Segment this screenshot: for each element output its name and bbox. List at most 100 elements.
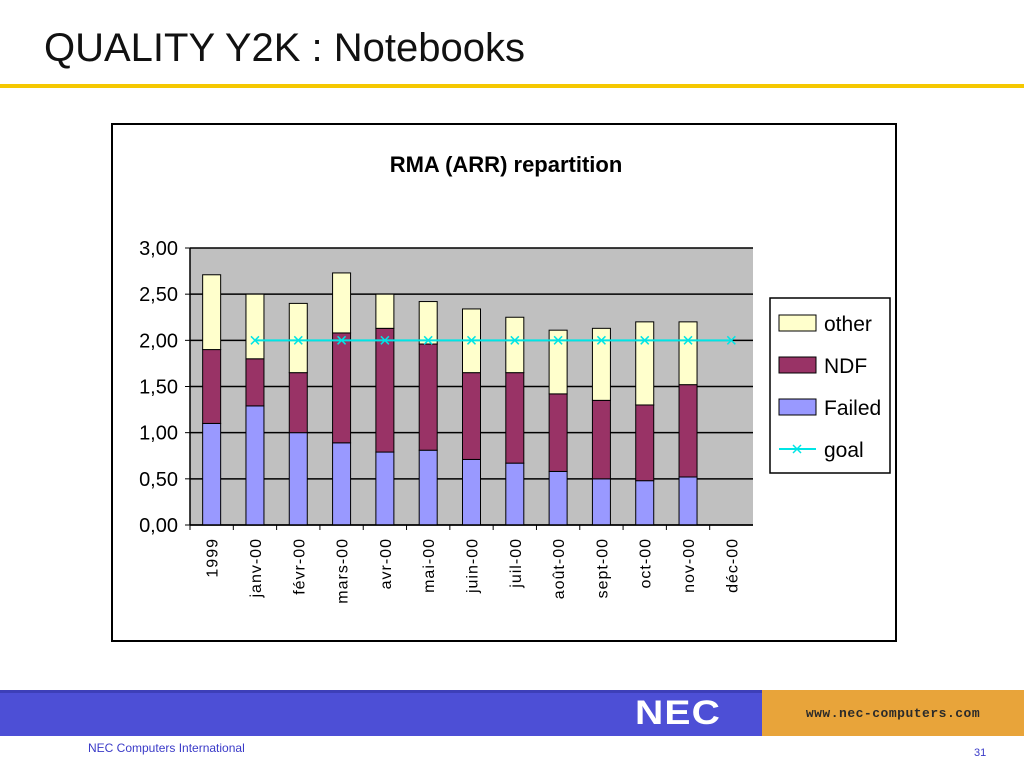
bar-failed xyxy=(678,476,698,526)
x-tick-label: sept-00 xyxy=(594,538,611,598)
goal-point xyxy=(293,335,303,345)
goal-point xyxy=(553,335,563,345)
legend-swatch-marker xyxy=(792,444,802,454)
goal-marker-stroke xyxy=(596,335,606,345)
goal-point xyxy=(640,335,650,345)
bar-other xyxy=(418,301,438,345)
bar-failed xyxy=(288,432,308,526)
x-tick-label: 1999 xyxy=(205,538,222,578)
bar-failed xyxy=(548,470,568,526)
bar-failed xyxy=(375,451,395,526)
x-tick-label: janv-00 xyxy=(248,538,265,598)
bar-other xyxy=(245,293,265,360)
bar-ndf xyxy=(332,332,352,444)
bar-failed xyxy=(332,442,352,526)
bar-other xyxy=(591,327,611,401)
x-tick-label: déc-00 xyxy=(724,538,741,593)
bar-ndf xyxy=(245,358,265,407)
goal-marker-stroke xyxy=(640,335,650,345)
x-tick-labels: 1999 janv-00 févr-00 mars-00 avr-00 mai-00 jui… xyxy=(205,538,742,604)
bar-ndf xyxy=(505,372,525,464)
y-tick-label: 1,00 xyxy=(139,423,178,445)
legend-swatch-other xyxy=(778,314,817,332)
goal-marker-stroke xyxy=(553,335,563,345)
bar-ndf xyxy=(591,399,611,480)
url-panel: www.nec-computers.com xyxy=(762,690,1024,736)
goal-point xyxy=(250,335,260,345)
y-tick-label: 3,00 xyxy=(139,238,178,260)
goal-marker-stroke xyxy=(726,335,736,345)
x-tick-label: juin-00 xyxy=(465,538,482,594)
slide-title: QUALITY Y2K : Notebooks xyxy=(44,26,525,70)
x-tick-label: avr-00 xyxy=(378,538,395,589)
goal-point xyxy=(466,335,477,345)
bar-other xyxy=(505,316,525,374)
goal-point xyxy=(510,335,520,345)
page-number: 31 xyxy=(974,747,987,759)
bar-failed xyxy=(591,478,611,526)
bar-failed xyxy=(462,458,481,526)
goal-point xyxy=(683,335,693,345)
goal-series xyxy=(250,335,736,345)
goal-marker-stroke xyxy=(683,335,693,345)
goal-marker-stroke xyxy=(293,335,303,345)
goal-point xyxy=(380,335,390,345)
legend-label-ndf: NDF xyxy=(824,355,867,378)
bar-failed xyxy=(418,449,438,526)
bar-ndf xyxy=(462,372,481,460)
bar-ndf xyxy=(635,404,655,482)
x-tick-label: oct-00 xyxy=(638,538,655,588)
bar-ndf xyxy=(375,327,395,453)
goal-point xyxy=(337,335,347,345)
legend-swatch-failed xyxy=(778,398,817,416)
goal-point xyxy=(596,335,606,345)
goal-marker-stroke xyxy=(510,335,520,345)
title-underline xyxy=(0,84,1024,88)
y-tick-label: 2,50 xyxy=(139,284,178,306)
bar-ndf xyxy=(678,384,698,478)
goal-marker-stroke xyxy=(466,335,477,345)
bar-failed xyxy=(202,422,222,526)
bar-other xyxy=(202,274,222,351)
goal-marker-stroke xyxy=(337,335,347,345)
bar-other xyxy=(678,321,698,386)
footer-band-edge xyxy=(0,690,1024,693)
bar-failed xyxy=(505,462,525,526)
x-tick-label: mai-00 xyxy=(421,538,438,593)
x-tick-label: févr-00 xyxy=(291,538,308,595)
y-tick-label: 0,00 xyxy=(139,515,178,537)
y-tick-label: 0,50 xyxy=(139,469,178,491)
chart-title: RMA (ARR) repartition xyxy=(390,152,623,177)
website-url[interactable]: www.nec-computers.com xyxy=(805,705,981,721)
axes xyxy=(189,248,753,526)
goal-marker-stroke xyxy=(250,335,260,345)
legend-swatch-ndf xyxy=(778,356,817,374)
chart-legend: other NDF Failed goal xyxy=(769,297,891,474)
x-tick-label: nov-00 xyxy=(681,538,698,593)
bar-other xyxy=(635,321,655,406)
y-tick-label: 1,50 xyxy=(139,377,178,399)
bars xyxy=(189,272,711,530)
bar-other xyxy=(375,293,395,329)
bar-failed xyxy=(635,480,655,526)
x-tick-label: août-00 xyxy=(551,538,568,599)
y-tick-labels: 0,00 0,50 1,00 1,50 2,00 2,50 3,00 xyxy=(139,238,178,537)
goal-marker-stroke xyxy=(423,335,433,345)
legend-label-other: other xyxy=(824,313,872,336)
goal-point xyxy=(726,335,736,345)
bar-ndf xyxy=(288,372,308,434)
goal-marker-stroke xyxy=(380,335,390,345)
bar-other xyxy=(288,302,308,374)
bar-other xyxy=(332,272,352,334)
y-tick-label: 2,00 xyxy=(139,330,178,352)
x-tick-label: juil-00 xyxy=(508,538,525,589)
nec-logo: NEC xyxy=(634,693,721,732)
footer-company: NEC Computers International xyxy=(88,741,245,755)
bar-other xyxy=(548,329,568,395)
bar-ndf xyxy=(548,393,568,472)
bar-ndf xyxy=(418,343,438,451)
bar-failed xyxy=(245,405,265,526)
bar-ndf xyxy=(202,349,222,424)
x-tick-label: mars-00 xyxy=(335,538,352,604)
